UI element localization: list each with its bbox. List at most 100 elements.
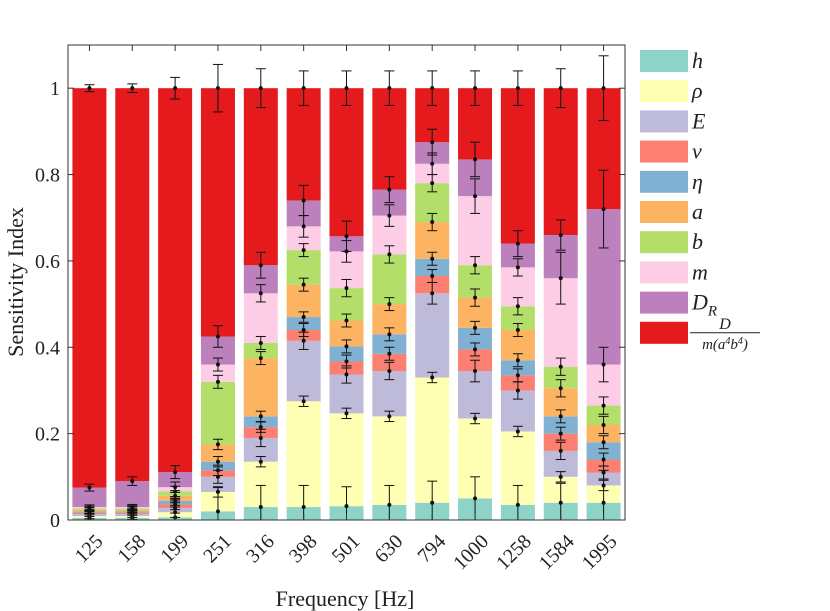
- bar-segment-398-s7: [286, 226, 321, 251]
- mean-point-1258-s9: [515, 86, 520, 91]
- mean-point-1584-s7: [558, 276, 563, 281]
- bar-segment-630-s4: [372, 334, 407, 354]
- mean-point-199-s9: [173, 86, 178, 91]
- legend-swatch-7: [640, 261, 688, 284]
- legend-label-fraction: Dm(a4b4): [690, 316, 760, 353]
- mean-point-398-s5: [301, 282, 306, 287]
- mean-point-630-s1: [387, 414, 392, 419]
- mean-point-1584-s1: [558, 474, 563, 479]
- mean-point-316-s9: [258, 86, 263, 91]
- bar-segment-1995-s6: [586, 405, 621, 425]
- mean-point-199-s7: [173, 485, 178, 490]
- mean-point-630-s6: [387, 252, 392, 257]
- mean-point-1000-s1: [473, 416, 478, 421]
- mean-point-1258-s7: [515, 265, 520, 270]
- mean-point-630-s8: [387, 187, 392, 192]
- mean-point-199-s8: [173, 470, 178, 475]
- legend-label-6: b: [692, 229, 703, 254]
- legend-swatch-0: [640, 50, 688, 72]
- mean-point-1258-s8: [515, 241, 520, 246]
- mean-point-1584-s5: [558, 386, 563, 391]
- mean-point-501-s6: [344, 286, 349, 291]
- bar-segment-251-s7: [200, 364, 235, 382]
- mean-point-158-s8: [130, 479, 135, 484]
- bar-segment-1258-s9: [500, 88, 535, 244]
- bar-segment-1584-s6: [543, 366, 578, 389]
- mean-point-794-s3: [430, 274, 435, 279]
- mean-point-125-s8: [87, 485, 92, 490]
- x-tick-label: 630: [371, 530, 408, 567]
- mean-point-251-s8: [215, 334, 220, 339]
- legend-swatch-1: [640, 80, 688, 103]
- bar-segment-1584-s4: [543, 416, 578, 434]
- mean-point-794-s8: [430, 140, 435, 145]
- legend-label-4: η: [692, 169, 703, 194]
- y-tick-label: 0.2: [35, 424, 60, 446]
- mean-point-630-s3: [387, 351, 392, 356]
- mean-point-1995-s8: [601, 207, 606, 212]
- mean-point-1995-s0: [601, 500, 606, 505]
- bar-segment-316-s5: [243, 358, 278, 417]
- bar-segment-125-s9: [72, 88, 107, 488]
- x-tick-label: 501: [328, 530, 365, 567]
- x-tick-label: 1258: [492, 530, 536, 574]
- bar-segment-251-s9: [200, 88, 235, 337]
- mean-point-501-s9: [344, 86, 349, 91]
- bar-segment-251-s6: [200, 381, 235, 445]
- bar-segment-316-s9: [243, 88, 278, 266]
- mean-point-158-s7: [130, 505, 135, 510]
- x-tick-label: 794: [413, 530, 450, 567]
- legend-swatch-6: [640, 231, 688, 254]
- bar-segment-125-s8: [72, 487, 107, 508]
- mean-point-630-s7: [387, 213, 392, 218]
- mean-point-398-s1: [301, 399, 306, 404]
- x-tick-label: 1584: [535, 530, 579, 574]
- mean-point-794-s9: [430, 86, 435, 91]
- x-tick-label: 251: [199, 530, 236, 567]
- mean-point-794-s7: [430, 161, 435, 166]
- y-tick-label: 0.8: [35, 165, 60, 187]
- mean-point-1000-s2: [473, 369, 478, 374]
- legend-swatch-5: [640, 201, 688, 223]
- x-tick-label: 125: [71, 530, 108, 567]
- legend-swatch-2: [640, 110, 688, 133]
- mean-point-630-s5: [387, 302, 392, 307]
- mean-point-501-s4: [344, 344, 349, 349]
- mean-point-316-s1: [258, 459, 263, 464]
- bar-segment-199-s8: [158, 472, 193, 488]
- mean-point-125-s9: [87, 86, 92, 91]
- mean-point-1258-s6: [515, 304, 520, 309]
- legend-label-0: h: [692, 48, 703, 73]
- mean-point-398-s7: [301, 224, 306, 229]
- mean-point-501-s0: [344, 504, 349, 509]
- mean-point-398-s2: [301, 338, 306, 343]
- mean-point-251-s3: [215, 468, 220, 473]
- mean-point-125-s7: [87, 505, 92, 510]
- mean-point-630-s9: [387, 86, 392, 91]
- mean-point-251-s1: [215, 489, 220, 494]
- mean-point-1584-s0: [558, 500, 563, 505]
- bar-segment-251-s5: [200, 444, 235, 462]
- bar-segment-501-s9: [329, 88, 364, 237]
- mean-point-1000-s6: [473, 263, 478, 268]
- mean-point-794-s0: [430, 500, 435, 505]
- x-axis-label: Frequency [Hz]: [276, 586, 415, 611]
- mean-point-1258-s1: [515, 429, 520, 434]
- mean-point-1000-s7: [473, 194, 478, 199]
- bar-segment-1584-s9: [543, 88, 578, 235]
- mean-point-251-s6: [215, 379, 220, 384]
- legend-swatch-3: [640, 140, 688, 163]
- mean-point-398-s3: [301, 328, 306, 332]
- bar-segment-1995-s4: [586, 442, 621, 460]
- mean-point-398-s6: [301, 248, 306, 253]
- mean-point-1584-s8: [558, 233, 563, 237]
- mean-point-794-s2: [430, 291, 435, 296]
- mean-point-1584-s9: [558, 86, 563, 91]
- mean-point-398-s9: [301, 86, 306, 91]
- mean-point-1584-s2: [558, 448, 563, 453]
- mean-point-1995-s5: [601, 423, 606, 427]
- mean-point-316-s8: [258, 263, 263, 268]
- mean-point-316-s7: [258, 291, 263, 296]
